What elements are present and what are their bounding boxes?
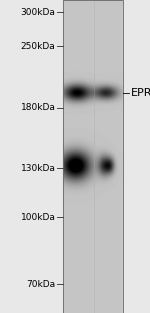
Text: 180kDa: 180kDa	[21, 103, 56, 112]
Text: 250kDa: 250kDa	[21, 42, 56, 51]
Text: 70kDa: 70kDa	[26, 280, 56, 289]
Text: EPRS: EPRS	[130, 88, 150, 98]
Text: 130kDa: 130kDa	[21, 164, 56, 173]
Bar	[63, 0, 123, 313]
Bar	[63, 0, 123, 313]
Text: 300kDa: 300kDa	[21, 8, 56, 17]
Text: 100kDa: 100kDa	[21, 213, 56, 222]
